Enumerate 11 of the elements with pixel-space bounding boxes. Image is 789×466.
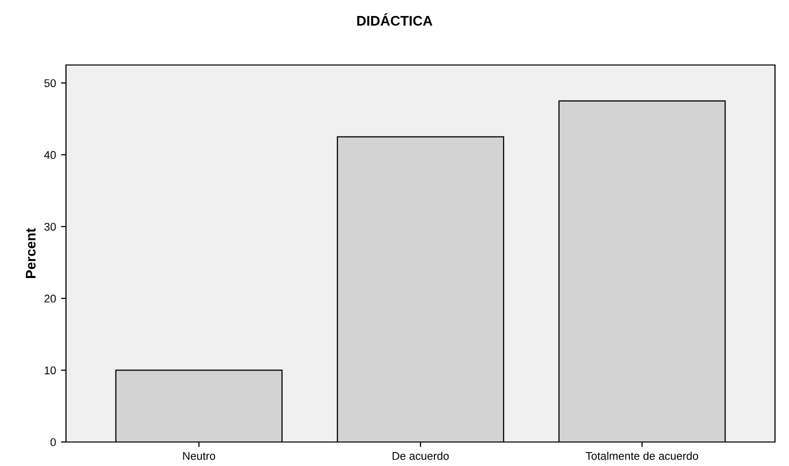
x-tick-label: De acuerdo — [392, 452, 449, 460]
y-tick-label: 20 — [44, 294, 56, 303]
y-tick-label: 10 — [44, 366, 56, 374]
x-tick-label: Totalmente de acuerdo — [586, 452, 698, 460]
y-tick-label: 40 — [44, 151, 56, 159]
y-tick-label: 30 — [44, 222, 56, 231]
y-tick-label: 0 — [50, 438, 56, 446]
chart-title: DIDÁCTICA — [357, 13, 432, 26]
x-tick-label: Neutro — [183, 452, 216, 460]
y-tick-label: 50 — [44, 79, 56, 88]
y-axis-title: Percent — [26, 228, 36, 278]
